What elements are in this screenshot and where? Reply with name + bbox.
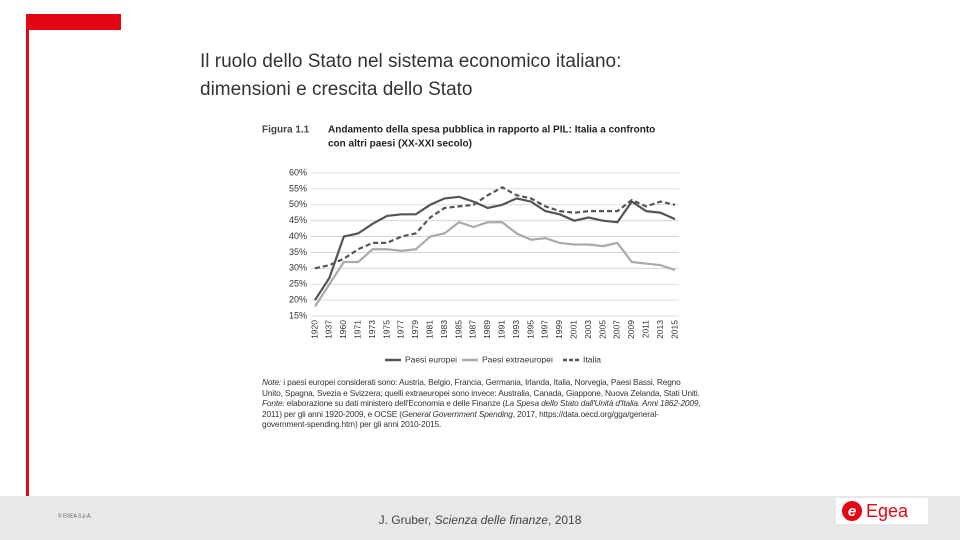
x-tick-label: 2007 xyxy=(612,320,622,339)
x-tick-label: 1987 xyxy=(468,320,478,339)
x-tick-label: 1985 xyxy=(453,320,463,339)
legend-label: Italia xyxy=(583,354,601,364)
source-text: , 2017, https://data.oecd.org/gga/genera… xyxy=(262,408,659,430)
figure-label: Figura 1.1 xyxy=(262,125,310,136)
source: Fonte: elaborazione su dati ministero de… xyxy=(262,398,702,430)
x-tick-label: 1960 xyxy=(338,320,348,339)
y-tick-label: 30% xyxy=(289,263,307,273)
x-tick-label: 1991 xyxy=(496,320,506,339)
citation-author: J. Gruber, xyxy=(379,513,435,527)
x-tick-label: 1983 xyxy=(439,320,449,339)
x-tick-label: 1975 xyxy=(381,320,391,339)
x-tick-label: 2015 xyxy=(669,320,679,339)
logo-mark xyxy=(842,501,862,521)
y-tick-label: 40% xyxy=(289,231,307,241)
source-text: , 2011) per gli anni 1920-2009, e OCSE ( xyxy=(262,398,701,419)
x-tick-label: 2013 xyxy=(655,320,665,339)
slide-title: Il ruolo dello Stato nel sistema economi… xyxy=(200,51,621,72)
chart-title: Andamento della spesa pubblica in rappor… xyxy=(328,125,655,136)
y-tick-label: 55% xyxy=(289,183,307,193)
x-tick-label: 1937 xyxy=(324,320,334,339)
x-tick-label: 1920 xyxy=(309,320,319,339)
x-tick-label: 1971 xyxy=(352,320,362,339)
footer-band xyxy=(0,496,960,540)
source-text: elaborazione su dati ministero dell'Econ… xyxy=(286,398,506,409)
citation-title: Scienza delle finanze xyxy=(435,513,549,527)
source-italic: General Government Spending xyxy=(401,408,513,419)
x-tick-label: 2001 xyxy=(568,320,578,339)
source-italic: La Spesa dello Stato dall'Unità d'Italia… xyxy=(505,398,699,409)
y-tick-label: 25% xyxy=(289,279,307,289)
slide-title: dimensioni e crescita dello Stato xyxy=(200,79,472,100)
note: Note: i paesi europei considerati sono: … xyxy=(262,377,702,398)
chart-title: con altri paesi (XX-XXI secolo) xyxy=(328,139,472,150)
x-tick-label: 2003 xyxy=(583,320,593,339)
y-tick-label: 50% xyxy=(289,199,307,209)
note-label: Note: xyxy=(262,377,282,387)
y-tick-label: 60% xyxy=(289,167,307,177)
x-tick-label: 1977 xyxy=(396,320,406,339)
x-tick-label: 1995 xyxy=(525,320,535,339)
series-line xyxy=(314,195,676,301)
x-tick-label: 1993 xyxy=(511,320,521,339)
note-text: i paesi europei considerati sono: Austri… xyxy=(262,377,700,398)
notes: Note: i paesi europei considerati sono: … xyxy=(262,377,702,430)
x-tick-label: 1989 xyxy=(482,320,492,339)
legend-label: Paesi europei xyxy=(405,354,457,364)
logo-mark-letter: e xyxy=(848,503,856,520)
citation: J. Gruber, Scienza delle finanze, 2018 xyxy=(379,513,582,527)
series-line xyxy=(314,186,676,270)
series-line xyxy=(314,221,676,308)
accent-bar xyxy=(26,14,121,30)
y-tick-label: 15% xyxy=(289,310,307,320)
x-tick-label: 1981 xyxy=(424,320,434,339)
x-tick-label: 2005 xyxy=(597,320,607,339)
x-tick-label: 1999 xyxy=(554,320,564,339)
x-tick-label: 1973 xyxy=(367,320,377,339)
citation-year: , 2018 xyxy=(548,513,582,527)
accent-line xyxy=(26,14,29,496)
y-tick-label: 20% xyxy=(289,294,307,304)
x-tick-label: 2009 xyxy=(626,320,636,339)
y-tick-label: 35% xyxy=(289,247,307,257)
x-tick-label: 1997 xyxy=(540,320,550,339)
x-tick-label: 2011 xyxy=(640,320,650,339)
copyright: © EGEA S.p.A. xyxy=(58,512,92,519)
y-tick-label: 45% xyxy=(289,215,307,225)
source-label: Fonte: xyxy=(262,398,285,409)
logo: Egea xyxy=(866,501,909,521)
legend-label: Paesi extraeuropei xyxy=(482,354,553,364)
x-tick-label: 1979 xyxy=(410,320,420,339)
